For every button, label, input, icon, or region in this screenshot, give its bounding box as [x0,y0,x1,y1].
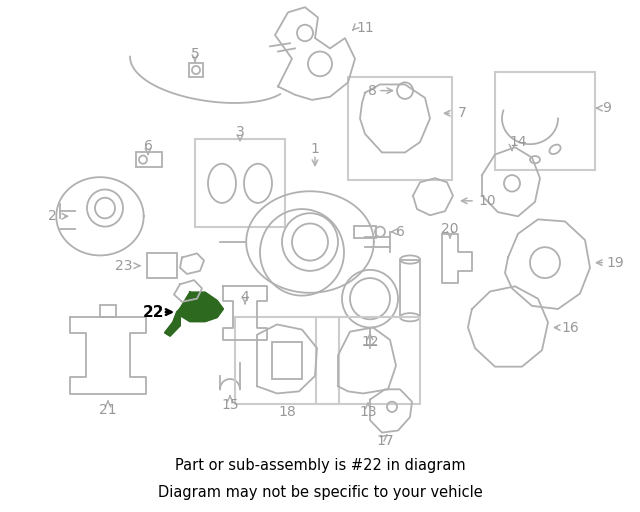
Text: 6: 6 [396,225,404,239]
Text: 20: 20 [441,222,459,236]
Bar [400,260,420,317]
Bar [100,305,116,317]
Text: 18: 18 [278,405,296,419]
Text: 22: 22 [142,305,164,319]
Text: 2: 2 [47,209,56,223]
Bar [495,72,595,170]
Text: 11: 11 [356,21,374,35]
Text: 15: 15 [221,398,239,412]
Text: 21: 21 [99,403,117,417]
Text: 17: 17 [376,434,394,448]
Bar [147,253,177,278]
Bar [316,317,420,404]
Text: 14: 14 [509,135,527,149]
Text: 8: 8 [367,83,376,98]
Text: 3: 3 [236,125,244,139]
Bar [348,77,452,180]
Text: 7: 7 [458,106,467,120]
Polygon shape [165,309,180,336]
Text: 19: 19 [606,255,624,270]
Text: 23: 23 [115,259,132,273]
Text: 13: 13 [359,405,377,419]
Bar [195,139,285,227]
Text: 5: 5 [191,47,200,60]
Text: Diagram may not be specific to your vehicle: Diagram may not be specific to your vehi… [157,485,483,500]
Bar [272,342,302,379]
Text: 9: 9 [603,101,611,115]
Text: 6: 6 [143,139,152,153]
Polygon shape [180,292,223,322]
Text: 4: 4 [241,290,250,304]
Text: 10: 10 [478,194,496,208]
Bar [136,153,162,167]
Bar [189,63,203,77]
Bar [235,317,339,404]
Text: 16: 16 [561,321,579,334]
Text: 1: 1 [310,142,319,156]
Bar [354,226,376,238]
Text: 12: 12 [361,335,379,349]
Text: Part or sub-assembly is #22 in diagram: Part or sub-assembly is #22 in diagram [175,458,465,473]
